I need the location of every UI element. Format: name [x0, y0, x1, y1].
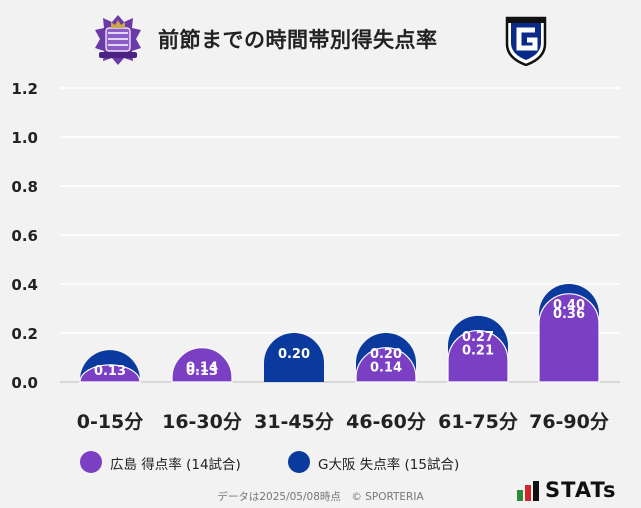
- data-label-away: 0.20: [278, 347, 310, 362]
- data-label-home: 0.21: [462, 344, 494, 359]
- chart-bars: [79, 284, 600, 383]
- gamba-osaka-crest-icon: [505, 16, 547, 66]
- data-label-home: 0.14: [186, 361, 218, 376]
- data-source-note: データは2025/05/08時点 © SPORTERIA: [217, 491, 424, 503]
- y-tick-label: 0.2: [11, 325, 38, 343]
- x-tick-label: 46-60分: [346, 411, 426, 433]
- y-axis-tick-labels: 0.0 0.2 0.4 0.6 0.8 1.0 1.2: [11, 80, 38, 392]
- bar-home-scoring-rate: [171, 347, 233, 383]
- legend-label-home: 広島 得点率 (14試合): [110, 457, 241, 473]
- y-tick-label: 1.2: [11, 80, 38, 98]
- data-label-away: 0.13: [186, 364, 218, 379]
- chart-gridlines: [60, 87, 620, 383]
- bar-away-concede-rate: [264, 333, 324, 382]
- stats-logo: STATs: [517, 478, 635, 504]
- sanfrecce-hiroshima-crest-icon: [95, 15, 141, 65]
- x-tick-label: 76-90分: [529, 411, 609, 433]
- data-label-away: 0.20: [370, 347, 402, 362]
- bar-home-scoring-rate: [355, 347, 417, 383]
- y-tick-label: 0.4: [11, 276, 38, 294]
- chart-header: 前節までの時間帯別得失点率: [0, 0, 641, 70]
- x-tick-label: 16-30分: [162, 411, 242, 433]
- data-label-away: 0.40: [553, 298, 585, 313]
- y-tick-label: 1.0: [11, 129, 38, 147]
- bar-value-labels: 0.13 0.130.140.20 0.200.140.270.210.400.36: [94, 298, 585, 379]
- data-label-home: 0.14: [370, 361, 402, 376]
- y-tick-label: 0.8: [11, 178, 38, 196]
- y-tick-label: 0.6: [11, 227, 38, 245]
- x-axis-tick-labels: 0-15分 16-30分 31-45分 46-60分 61-75分 76-90分: [77, 411, 609, 433]
- bar-home-scoring-rate: [79, 364, 141, 383]
- data-label-away: 0.13: [94, 364, 126, 379]
- data-label-home: 0.36: [553, 307, 585, 322]
- data-label-away: 0.27: [462, 330, 494, 345]
- x-tick-label: 31-45分: [254, 411, 334, 433]
- bar-home-scoring-rate: [447, 330, 509, 383]
- bar-chart: 0.00.20.40.60.81.01.2 0.13 0.130.140.20 0.…: [11, 80, 620, 433]
- stats-logo-text: STATs: [545, 478, 617, 502]
- bar-home-scoring-rate: [538, 293, 600, 383]
- y-tick-label: 0.0: [11, 374, 38, 392]
- legend-swatch-home: [80, 451, 102, 473]
- chart-title: 前節までの時間帯別得失点率: [158, 28, 438, 52]
- x-tick-label: 0-15分: [77, 411, 144, 433]
- stats-mark-icon: [517, 481, 539, 501]
- legend-label-away: G大阪 失点率 (15試合): [318, 457, 460, 473]
- x-tick-label: 61-75分: [438, 411, 518, 433]
- legend-swatch-away: [288, 451, 310, 473]
